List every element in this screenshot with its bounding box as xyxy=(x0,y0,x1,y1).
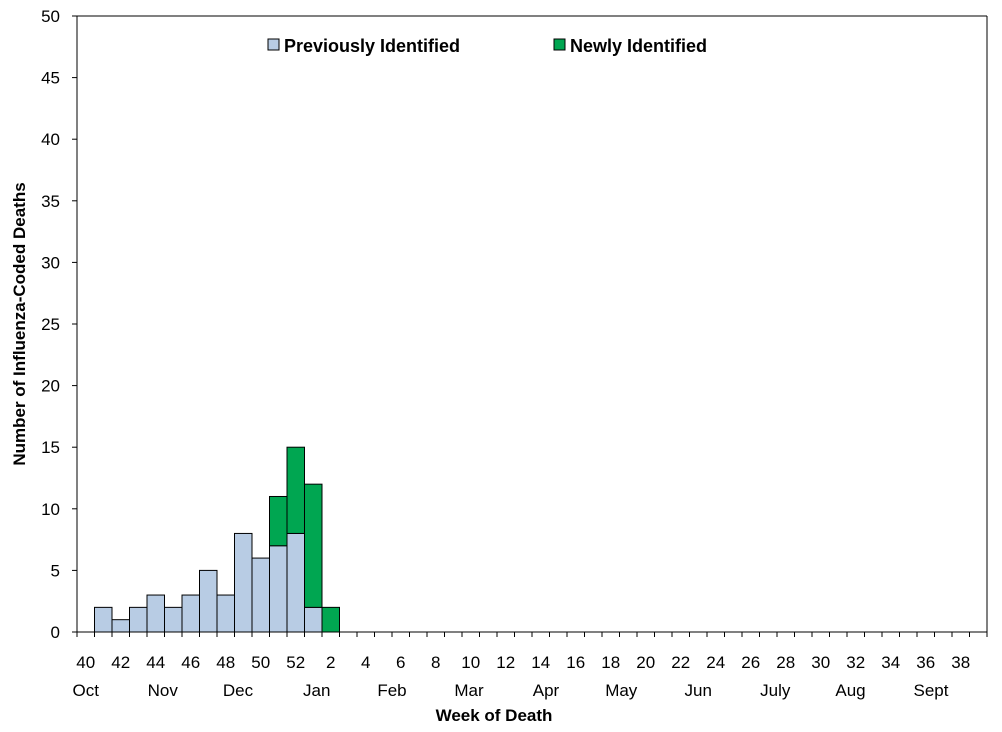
x-tick-label: 4 xyxy=(361,653,370,672)
month-label: May xyxy=(605,681,638,700)
bar-previously-identified xyxy=(234,532,253,633)
y-tick-label: 50 xyxy=(41,7,60,26)
x-tick-label: 10 xyxy=(461,653,480,672)
x-tick-label: 52 xyxy=(286,653,305,672)
x-axis-title: Week of Death xyxy=(436,706,553,725)
month-label: Dec xyxy=(223,681,254,700)
x-tick-label: 22 xyxy=(671,653,690,672)
bar-previously-identified xyxy=(146,594,165,633)
x-tick-label: 6 xyxy=(396,653,405,672)
y-tick-label: 25 xyxy=(41,315,60,334)
x-tick-label: 18 xyxy=(601,653,620,672)
x-tick-label: 46 xyxy=(181,653,200,672)
x-tick-label: 12 xyxy=(496,653,515,672)
legend-label: Previously Identified xyxy=(284,36,460,56)
month-label: July xyxy=(760,681,791,700)
bar-previously-identified xyxy=(304,606,323,633)
x-tick-label: 48 xyxy=(216,653,235,672)
y-tick-label: 35 xyxy=(41,192,60,211)
bar-previously-identified xyxy=(111,619,130,633)
y-tick-label: 45 xyxy=(41,69,60,88)
bar-previously-identified xyxy=(269,545,288,633)
bar-previously-identified xyxy=(251,557,270,633)
x-tick-label: 32 xyxy=(846,653,865,672)
month-label: Mar xyxy=(454,681,484,700)
bar-newly-identified xyxy=(269,495,288,547)
month-label: Apr xyxy=(533,681,560,700)
y-tick-label: 10 xyxy=(41,500,60,519)
x-tick-label: 40 xyxy=(76,653,95,672)
x-tick-label: 50 xyxy=(251,653,270,672)
bar-previously-identified xyxy=(181,594,200,633)
month-label: Sept xyxy=(914,681,949,700)
bar-newly-identified xyxy=(321,606,340,633)
x-tick-label: 14 xyxy=(531,653,550,672)
x-tick-label: 20 xyxy=(636,653,655,672)
x-tick-label: 36 xyxy=(916,653,935,672)
x-tick-label: 24 xyxy=(706,653,725,672)
bar-previously-identified xyxy=(199,569,218,633)
bar-previously-identified xyxy=(94,606,113,633)
month-label: Aug xyxy=(835,681,865,700)
y-axis-title: Number of Influenza-Coded Deaths xyxy=(10,182,29,465)
x-tick-label: 30 xyxy=(811,653,830,672)
month-label: Nov xyxy=(148,681,179,700)
month-label: Jan xyxy=(303,681,330,700)
x-tick-label: 28 xyxy=(776,653,795,672)
y-tick-label: 0 xyxy=(51,623,60,642)
bar-previously-identified xyxy=(286,532,305,633)
month-label: Oct xyxy=(73,681,100,700)
legend-swatch xyxy=(267,38,280,51)
y-tick-label: 5 xyxy=(51,561,60,580)
bar-newly-identified xyxy=(286,446,305,534)
x-tick-label: 44 xyxy=(146,653,165,672)
month-label: Feb xyxy=(377,681,406,700)
x-tick-label: 42 xyxy=(111,653,130,672)
y-tick-label: 20 xyxy=(41,377,60,396)
bar-previously-identified xyxy=(164,606,183,633)
x-tick-label: 38 xyxy=(951,653,970,672)
y-tick-label: 40 xyxy=(41,130,60,149)
y-tick-label: 15 xyxy=(41,438,60,457)
month-label: Jun xyxy=(685,681,712,700)
bar-previously-identified xyxy=(129,606,148,633)
bar-previously-identified xyxy=(216,594,235,633)
x-tick-label: 26 xyxy=(741,653,760,672)
x-tick-label: 2 xyxy=(326,653,335,672)
y-tick-label: 30 xyxy=(41,253,60,272)
x-tick-label: 16 xyxy=(566,653,585,672)
legend-label: Newly Identified xyxy=(570,36,707,56)
bar-newly-identified xyxy=(304,483,323,608)
x-tick-label: 34 xyxy=(881,653,900,672)
legend-swatch xyxy=(553,38,566,51)
x-tick-label: 8 xyxy=(431,653,440,672)
